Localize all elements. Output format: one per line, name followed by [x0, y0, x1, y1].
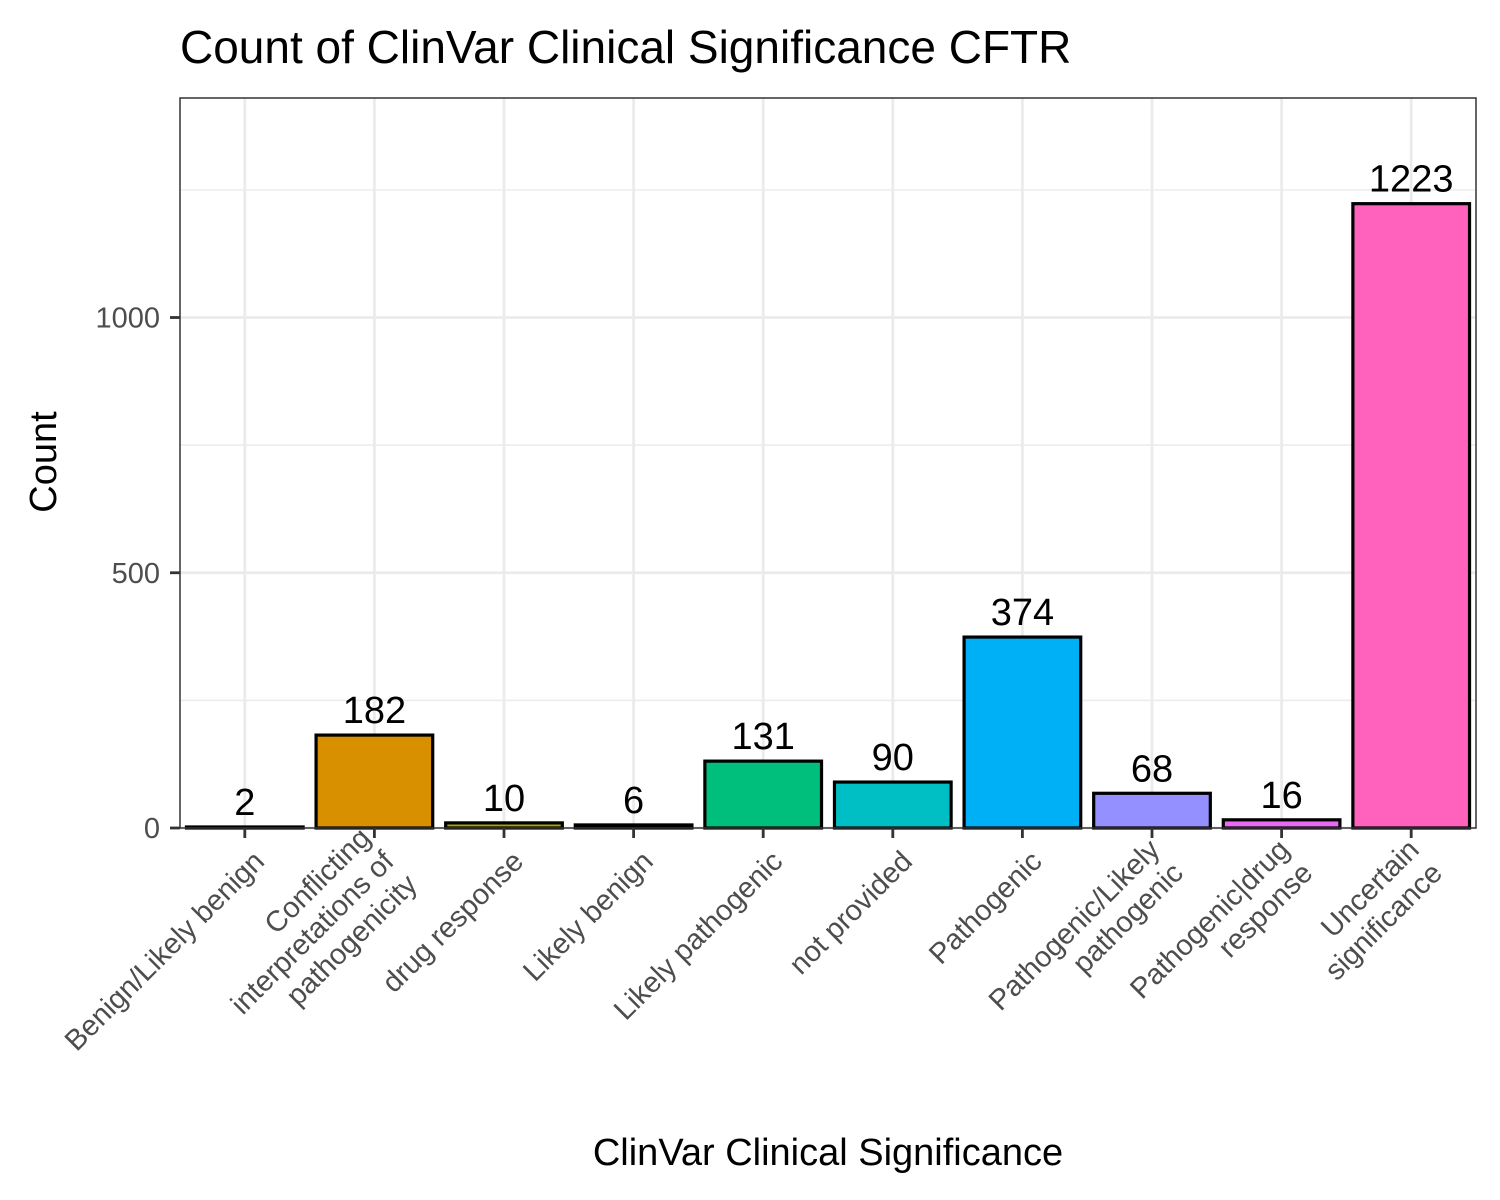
bar-value-label: 131: [731, 716, 794, 758]
x-tick-label-line: Likely benign: [517, 845, 659, 987]
x-tick-label: Uncertainsignificance: [1296, 834, 1449, 987]
bar: [703, 759, 824, 830]
x-tick-label: not provided: [783, 845, 918, 980]
x-axis: Benign/Likely benignConflictinginterpret…: [59, 821, 1449, 1057]
x-tick-label: Likely benign: [517, 845, 659, 987]
bar-value-label: 2: [234, 782, 255, 824]
x-axis-title: ClinVar Clinical Significance: [593, 1132, 1063, 1174]
bar: [444, 821, 564, 830]
bar-value-label: 16: [1260, 775, 1302, 817]
bar-value-label: 182: [343, 690, 406, 732]
bar-value-label: 68: [1131, 748, 1173, 790]
y-axis: 0 500 1000: [95, 303, 180, 845]
bar-value-label: 10: [483, 778, 525, 820]
x-tick-label-line: Benign/Likely benign: [59, 845, 271, 1057]
bar: [962, 635, 1083, 830]
y-tick-label: 1000: [95, 303, 160, 335]
data-labels: 2 182 10 6 131 90 374 68 16 1223: [234, 159, 1453, 824]
x-tick-label-line: not provided: [783, 845, 918, 980]
bar: [1092, 791, 1212, 830]
x-tick-label: Conflictinginterpretations ofpathogenici…: [202, 821, 425, 1044]
bar-value-label: 90: [872, 737, 914, 779]
x-tick-label: Benign/Likely benign: [59, 845, 271, 1057]
chart-title: Count of ClinVar Clinical Significance C…: [180, 21, 1071, 73]
bar-value-label: 6: [623, 780, 644, 822]
bar: [1221, 818, 1342, 830]
y-axis-title: Count: [23, 411, 65, 513]
bar-value-label: 374: [991, 592, 1054, 634]
bar: [314, 733, 435, 830]
y-tick-label: 500: [112, 558, 160, 590]
bar-value-label: 1223: [1369, 159, 1454, 201]
panel-border: [179, 97, 1477, 829]
bar: [832, 780, 953, 830]
bars: [184, 202, 1472, 830]
bar: [1351, 202, 1472, 830]
y-tick-label: 0: [144, 813, 160, 845]
